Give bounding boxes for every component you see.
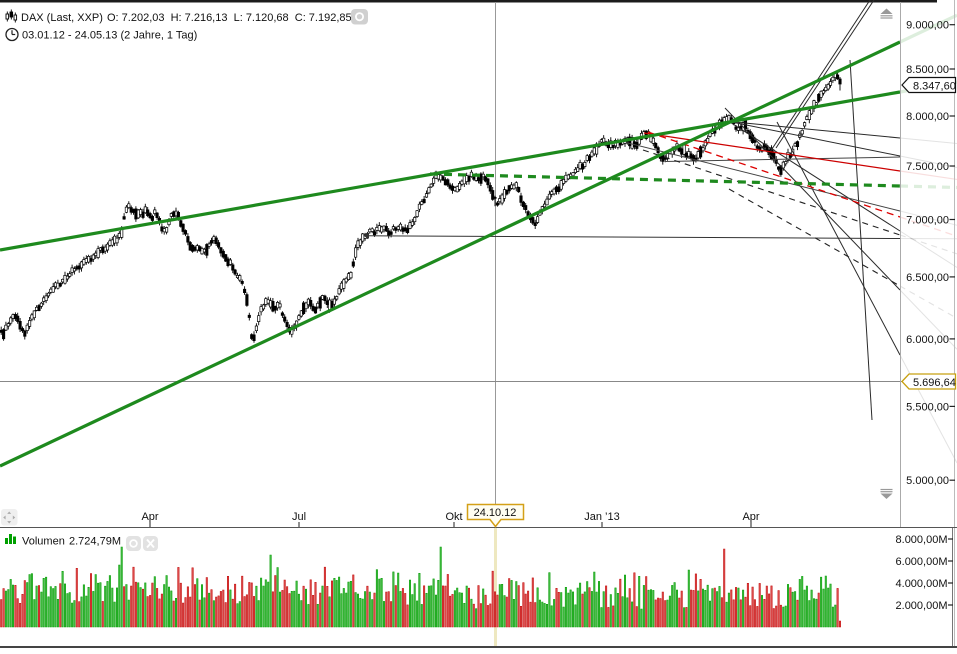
svg-text:6.500,00: 6.500,00 (906, 272, 949, 284)
svg-text:DAX (Last, XXP): DAX (Last, XXP) (21, 12, 103, 24)
svg-text:2.724,79M: 2.724,79M (69, 536, 121, 548)
svg-text:Jul: Jul (292, 511, 306, 523)
svg-text:Apr: Apr (742, 511, 759, 523)
svg-text:Volumen: Volumen (22, 536, 65, 548)
svg-text:7.000,00: 7.000,00 (906, 215, 949, 227)
svg-text:Jan ’13: Jan ’13 (584, 511, 619, 523)
svg-text:O: 7.202,03 H: 7.216,13 L: 7: O: 7.202,03 H: 7.216,13 L: 7.120,68 C: 7… (107, 12, 352, 24)
svg-text:8.500,00: 8.500,00 (906, 64, 949, 76)
svg-text:Apr: Apr (141, 511, 158, 523)
svg-text:24.10.12: 24.10.12 (474, 507, 517, 519)
svg-text:6.000,00: 6.000,00 (906, 334, 949, 346)
svg-text:7.500,00: 7.500,00 (906, 161, 949, 173)
svg-text:03.01.12 - 24.05.13 (2 Jahre,: 03.01.12 - 24.05.13 (2 Jahre, 1 Tag) (22, 30, 197, 42)
svg-text:8.000,00M: 8.000,00M (896, 534, 948, 546)
svg-text:8.347,60: 8.347,60 (913, 81, 956, 93)
svg-text:5.000,00: 5.000,00 (906, 475, 949, 487)
svg-text:9.000,00: 9.000,00 (906, 20, 949, 32)
svg-text:5.696,64: 5.696,64 (913, 377, 956, 389)
svg-text:6.000,00M: 6.000,00M (896, 556, 948, 568)
svg-text:4.000,00M: 4.000,00M (896, 578, 948, 590)
svg-text:8.000,00: 8.000,00 (906, 111, 949, 123)
svg-text:5.500,00: 5.500,00 (906, 401, 949, 413)
svg-text:2.000,00M: 2.000,00M (896, 600, 948, 612)
svg-text:Okt: Okt (445, 511, 462, 523)
